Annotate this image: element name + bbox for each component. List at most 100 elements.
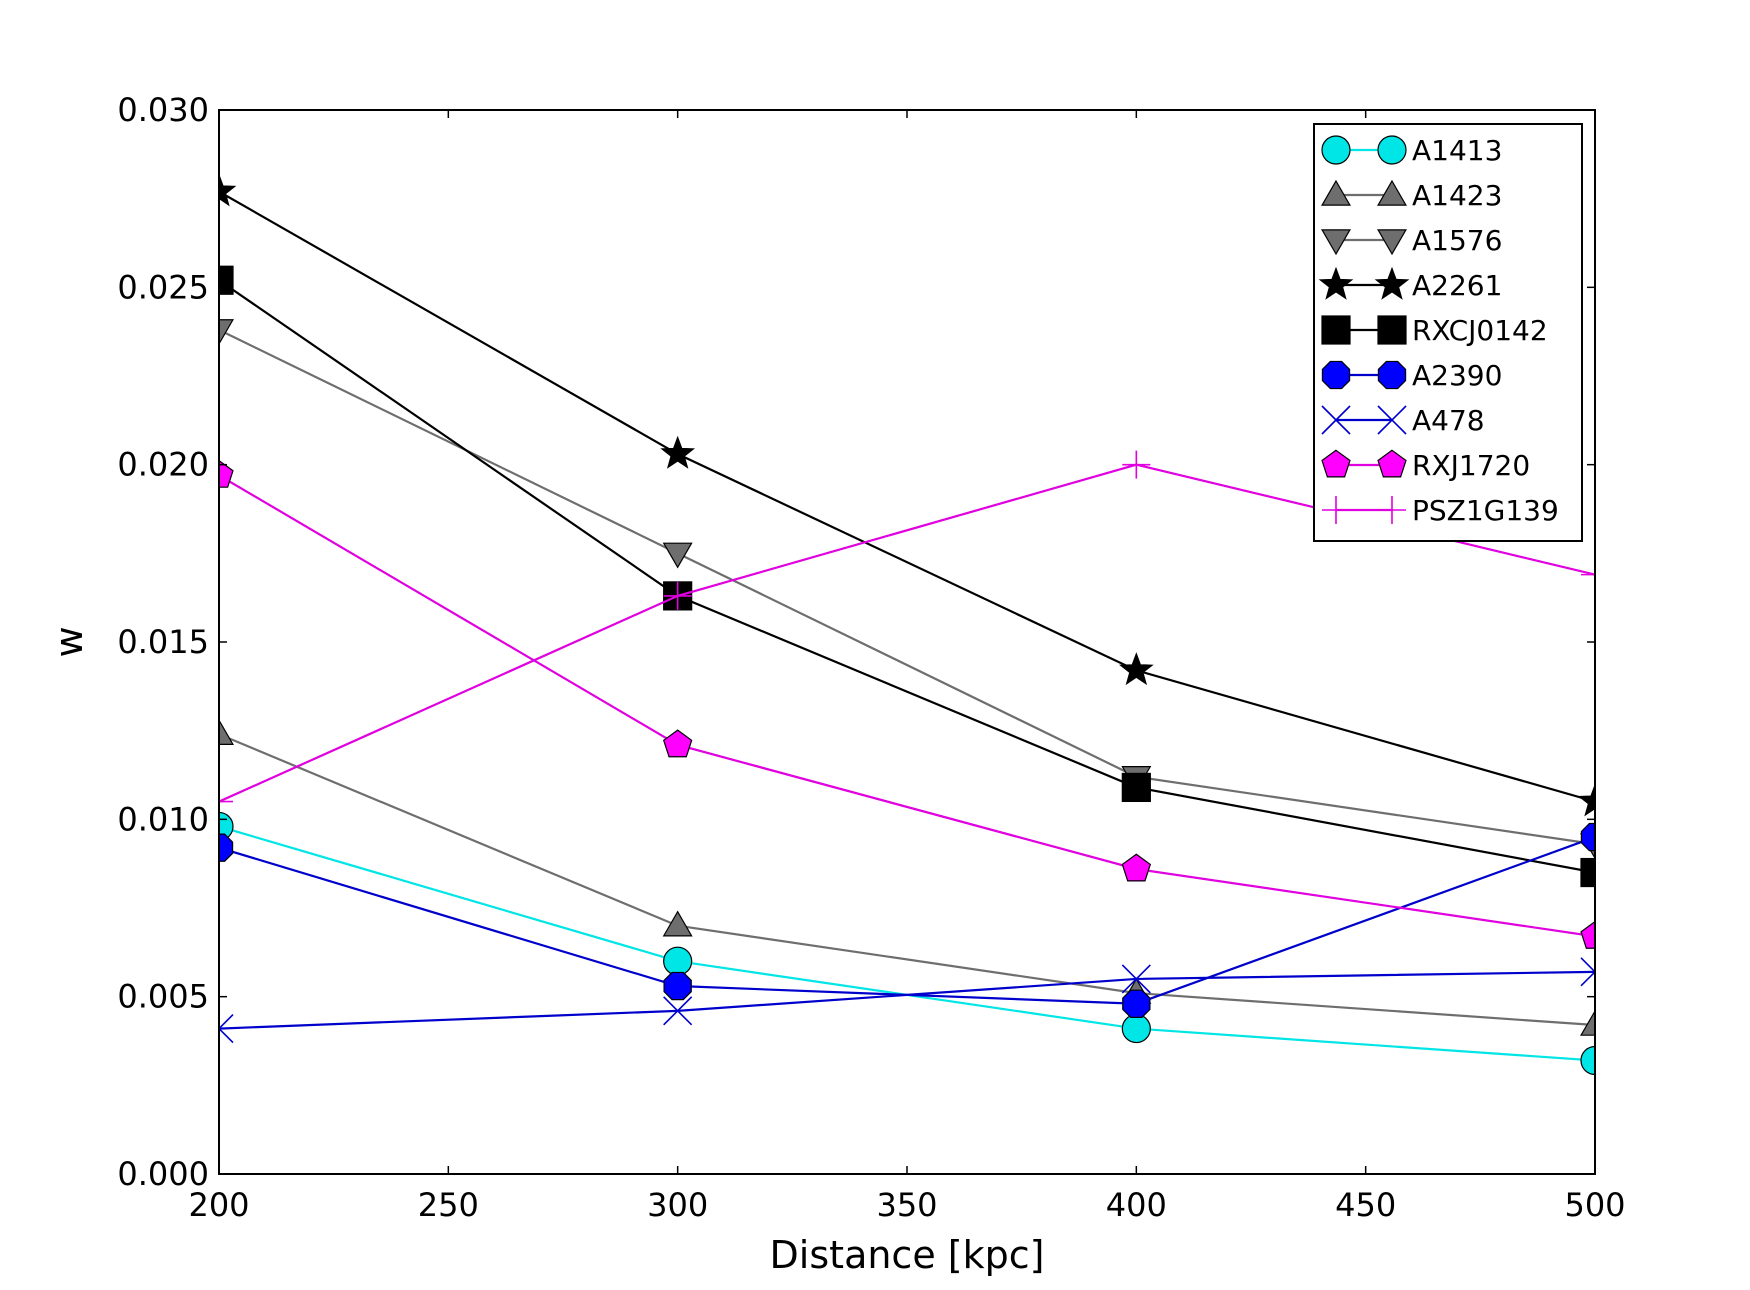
legend-marker-a478 <box>1377 405 1407 435</box>
series-a478 <box>219 957 1595 1044</box>
data-point-a2390-400 <box>1122 989 1151 1018</box>
legend-marker-psz1g139 <box>1378 496 1406 524</box>
data-point-a2261-500 <box>1577 783 1595 817</box>
series-rxj1720 <box>219 459 1595 949</box>
data-point-psz1g139-400 <box>1122 450 1151 479</box>
y-tick-label: 0.020 <box>117 446 209 484</box>
x-axis-title: Distance [kpc] <box>770 1233 1045 1277</box>
legend-item-rxcj0142: RXCJ0142 <box>1321 314 1548 347</box>
series-line-a2261 <box>219 190 1595 803</box>
data-point-rxcj0142-400 <box>1121 772 1151 803</box>
x-tick-label: 200 <box>188 1186 249 1224</box>
legend-marker-rxcj0142 <box>1321 315 1351 345</box>
y-tick-label: 0.015 <box>117 623 209 661</box>
legend-marker-psz1g139 <box>1322 496 1350 524</box>
series-line-a478 <box>219 970 1595 1030</box>
legend-item-a2390: A2390 <box>1321 359 1502 392</box>
legend-item-a478: A478 <box>1321 404 1485 437</box>
legend-label-rxcj0142: RXCJ0142 <box>1412 314 1548 347</box>
series-line-a1423 <box>219 733 1595 1027</box>
series-line-rxj1720 <box>219 474 1595 938</box>
series-line-rxcj0142 <box>219 279 1595 874</box>
legend-item-a1413: A1413 <box>1321 134 1502 167</box>
data-point-rxj1720-400 <box>1121 853 1152 882</box>
legend-marker-a2261 <box>1374 266 1410 300</box>
legend-marker-a478 <box>1321 405 1351 435</box>
legend-marker-rxj1720 <box>1321 449 1351 478</box>
data-point-a478-300 <box>663 996 693 1026</box>
data-point-psz1g139-500 <box>1581 560 1595 589</box>
legend-item-a2261: A2261 <box>1318 266 1502 302</box>
data-point-a1576-200 <box>219 319 234 346</box>
legend-marker-a2390 <box>1321 360 1351 390</box>
legend-item-a1423: A1423 <box>1321 179 1502 212</box>
data-point-a478-500 <box>1580 957 1595 987</box>
data-point-psz1g139-300 <box>663 581 692 610</box>
y-tick-label: 0.010 <box>117 800 209 838</box>
legend: A1413 A1423 A1576 A2261 RXCJ0142 A2390 A478 RXJ… <box>1313 123 1583 542</box>
legend-label-a478: A478 <box>1412 404 1485 437</box>
data-point-a1413-300 <box>663 946 693 976</box>
data-point-rxcj0142-500 <box>1580 857 1595 888</box>
x-tick-label: 300 <box>647 1186 708 1224</box>
legend-box <box>1313 123 1583 542</box>
legend-label-a1413: A1413 <box>1412 134 1502 167</box>
data-point-a2390-500 <box>1580 822 1595 852</box>
data-point-a2261-200 <box>219 173 237 207</box>
series-layer <box>219 173 1595 1076</box>
data-point-a478-200 <box>219 1014 234 1044</box>
data-point-rxj1720-500 <box>1580 920 1595 949</box>
y-tick-label: 0.025 <box>117 268 209 306</box>
legend-marker-a2261 <box>1318 266 1354 300</box>
legend-label-a1576: A1576 <box>1412 224 1502 257</box>
legend-marker-a1413 <box>1377 135 1407 165</box>
data-point-a1423-300 <box>662 910 693 937</box>
data-point-a1413-400 <box>1121 1013 1151 1044</box>
legend-item-psz1g139: PSZ1G139 <box>1322 494 1559 527</box>
data-point-a2390-200 <box>219 833 234 862</box>
legend-marker-a1413 <box>1321 135 1351 165</box>
legend-label-a2261: A2261 <box>1412 269 1502 302</box>
x-tick-label: 350 <box>876 1186 937 1224</box>
data-point-a1423-500 <box>1580 1009 1595 1036</box>
x-tick-label: 400 <box>1106 1186 1167 1224</box>
y-axis-title: w <box>47 626 91 657</box>
y-tick-label: 0.030 <box>117 91 209 129</box>
data-point-a478-400 <box>1121 964 1151 994</box>
x-tick-label: 500 <box>1564 1186 1625 1224</box>
legend-marker-a1576 <box>1377 229 1407 256</box>
legend-label-a1423: A1423 <box>1412 179 1502 212</box>
legend-marker-a2390 <box>1377 360 1407 390</box>
legend-marker-a1423 <box>1321 179 1351 206</box>
data-point-rxj1720-200 <box>219 459 234 488</box>
series-a1413 <box>219 811 1595 1076</box>
legend-marker-a1423 <box>1377 179 1407 206</box>
series-a2261 <box>219 173 1595 817</box>
series-line-a1576 <box>219 328 1595 846</box>
series-a2390 <box>219 822 1595 1018</box>
legend-label-psz1g139: PSZ1G139 <box>1412 494 1559 527</box>
x-tick-label: 250 <box>418 1186 479 1224</box>
legend-marker-a1576 <box>1321 229 1351 256</box>
ticks-layer: 200 250 300 350 400 450 500 0.000 0.005 0.010 0.01… <box>117 91 1625 1224</box>
series-line-a2390 <box>219 836 1595 1005</box>
data-point-a2390-300 <box>663 971 692 1001</box>
x-tick-label: 450 <box>1335 1186 1396 1224</box>
legend-marker-rxcj0142 <box>1377 315 1407 345</box>
y-tick-label: 0.000 <box>117 1155 209 1193</box>
legend-label-rxj1720: RXJ1720 <box>1412 449 1530 482</box>
legend-item-rxj1720: RXJ1720 <box>1321 449 1530 482</box>
data-point-a1576-300 <box>662 542 693 569</box>
data-point-rxj1720-300 <box>662 729 693 758</box>
data-point-a2261-400 <box>1118 652 1154 686</box>
series-line-a1413 <box>219 825 1595 1062</box>
data-point-a1413-500 <box>1580 1045 1595 1076</box>
legend-label-a2390: A2390 <box>1412 359 1502 392</box>
legend-marker-rxj1720 <box>1377 449 1407 478</box>
data-point-a1423-200 <box>219 719 234 745</box>
data-point-a2261-300 <box>660 435 696 469</box>
legend-item-a1576: A1576 <box>1321 224 1502 257</box>
data-point-psz1g139-200 <box>219 787 233 816</box>
series-a1423 <box>219 719 1595 1036</box>
